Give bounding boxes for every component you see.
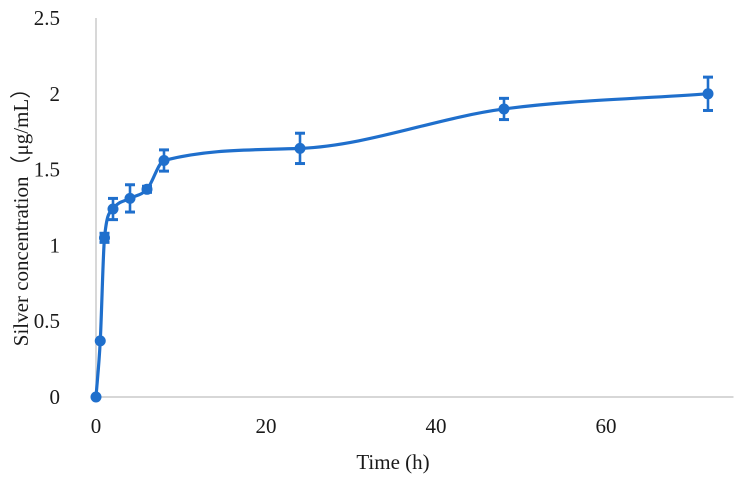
axes <box>95 18 734 398</box>
data-point-marker <box>90 391 102 403</box>
data-point-marker <box>158 155 170 167</box>
x-tick-label: 0 <box>91 414 102 438</box>
x-tick-label: 20 <box>256 414 277 438</box>
x-tick-label: 60 <box>596 414 617 438</box>
y-tick-label: 1 <box>50 233 61 257</box>
data-series <box>90 75 714 403</box>
data-point-marker <box>124 192 136 204</box>
data-point-marker <box>99 232 110 244</box>
data-point-marker <box>94 335 106 347</box>
x-axis-title: Time (h) <box>356 450 429 474</box>
y-tick-label: 2 <box>50 82 61 106</box>
y-tick-label: 0.5 <box>34 309 60 333</box>
tick-labels: 0 0.5 1 1.5 2 2.5 0 20 40 60 <box>34 6 617 438</box>
x-tick-label: 40 <box>426 414 447 438</box>
series-line <box>94 92 709 398</box>
y-axis-title: Silver concentration（μg/mL） <box>9 78 33 346</box>
data-point-marker <box>294 142 306 154</box>
data-point-marker <box>702 88 714 100</box>
data-point-marker <box>498 103 510 115</box>
y-tick-label: 2.5 <box>34 6 60 30</box>
y-tick-label: 1.5 <box>34 158 60 182</box>
data-point-marker <box>141 183 153 195</box>
y-tick-label: 0 <box>50 385 61 409</box>
data-point-marker <box>107 203 119 215</box>
